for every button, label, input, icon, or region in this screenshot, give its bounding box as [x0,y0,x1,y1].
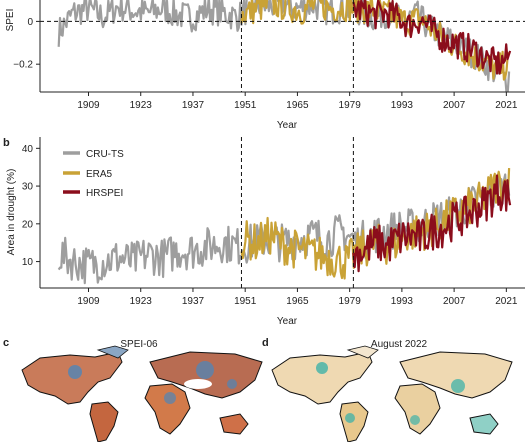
panel-b-x-tick-label-2021: 2021 [495,296,518,307]
panel-d-eurasia-shape [399,351,513,399]
panel-c-africa-shape [144,383,191,435]
panel-b-x-tick-label-1993: 1993 [391,296,414,307]
panel-b-legend: CRU-TS ERA5 HRSPEI [63,149,124,199]
panel-a-x-tick-label-2007: 2007 [443,100,466,111]
panel-a-x-tick-label-1937: 1937 [182,100,205,111]
panel-a: 0 −0.2 1909 1923 1937 1951 1965 1979 1993 2007 20… [5,0,525,131]
panel-d-wet-patch-1 [316,362,328,374]
panel-c-australia-shape [219,413,249,435]
panel-a-series-hrspei [352,0,512,75]
legend-label-era5: ERA5 [86,169,113,180]
panel-a-x-tick-label-1951: 1951 [234,100,257,111]
panel-c: c SPEI-06 [3,337,263,442]
legend-label-cru-ts: CRU-TS [86,149,124,160]
panel-c-missing-data-patch [184,379,212,389]
panel-d-australia-shape [469,413,499,435]
panel-c-letter: c [3,337,9,349]
panel-a-series-group [57,0,512,92]
panel-b-y-tick-label-40: 40 [22,144,34,155]
panel-c-wet-patch-1 [68,365,82,379]
panel-b-x-axis-label: Year [277,316,298,327]
legend-label-hrspei: HRSPEI [86,188,123,199]
panel-b-x-tick-label-1979: 1979 [339,296,362,307]
panel-d-wet-patch-4 [410,415,420,425]
panel-b-y-tick-label-30: 30 [22,182,34,193]
panel-b-series-group [57,168,512,285]
panel-d-south-america-shape [339,401,369,442]
panel-b-y-axis-label: Area in drought (%) [6,169,17,256]
panel-a-x-tick-label-1909: 1909 [77,100,100,111]
panel-d-africa-shape [394,383,441,435]
panel-d-wet-patch-3 [345,413,355,423]
panel-c-greenland-shape [96,345,129,359]
panel-a-x-tick-label-1965: 1965 [286,100,309,111]
panel-a-period-divider-lines [240,0,354,92]
panel-b-y-tick-label-20: 20 [22,219,34,230]
panel-c-title: SPEI-06 [120,339,158,350]
panel-c-wet-patch-3 [164,392,176,404]
panel-d-title: August 2022 [371,339,428,350]
panel-b-x-tick-label-1923: 1923 [130,296,153,307]
panel-b-y-ticks: 10 20 30 40 [22,144,40,268]
panel-a-x-ticks: 1909 1923 1937 1951 1965 1979 1993 2007 2021 [77,92,518,111]
panel-a-x-tick-label-1979: 1979 [339,100,362,111]
panel-d-greenland-shape [346,345,379,359]
panel-a-y-ticks: 0 −0.2 [13,17,40,71]
panel-d-wet-patch-2 [451,379,465,393]
panel-c-wet-patch-2 [196,361,214,379]
panel-a-y-tick-label-0-2: −0.2 [13,60,33,71]
panel-a-x-tick-label-2021: 2021 [495,100,518,111]
panel-b-x-tick-label-1965: 1965 [286,296,309,307]
panel-b-x-tick-label-2007: 2007 [443,296,466,307]
panel-a-x-axis-label: Year [277,120,298,131]
panel-b-series-hrspei [352,174,512,273]
panel-c-south-america-shape [89,401,119,442]
panel-d-world-map [271,345,513,442]
panel-a-y-axis-label: SPEI [5,9,16,32]
panel-c-world-map [21,345,263,442]
panel-a-y-tick-label-0: 0 [27,17,33,28]
panel-b-x-tick-label-1909: 1909 [77,296,100,307]
panel-b-y-tick-label-10: 10 [22,257,34,268]
panel-b-x-tick-label-1937: 1937 [182,296,205,307]
panel-a-x-tick-label-1923: 1923 [130,100,153,111]
panel-a-x-tick-label-1993: 1993 [391,100,414,111]
panel-c-wet-patch-4 [227,379,237,389]
panel-d: d August 2022 [262,337,513,442]
panel-d-north-america-shape [271,351,373,405]
panel-b-letter: b [3,137,10,149]
panel-b: b 10 20 30 40 1909 1923 1937 1951 1965 1979 1993 2… [3,137,525,327]
panel-b-x-tick-label-1951: 1951 [234,296,257,307]
panel-d-letter: d [262,337,269,349]
panel-b-x-ticks: 1909 1923 1937 1951 1965 1979 1993 2007 2021 [77,288,518,307]
